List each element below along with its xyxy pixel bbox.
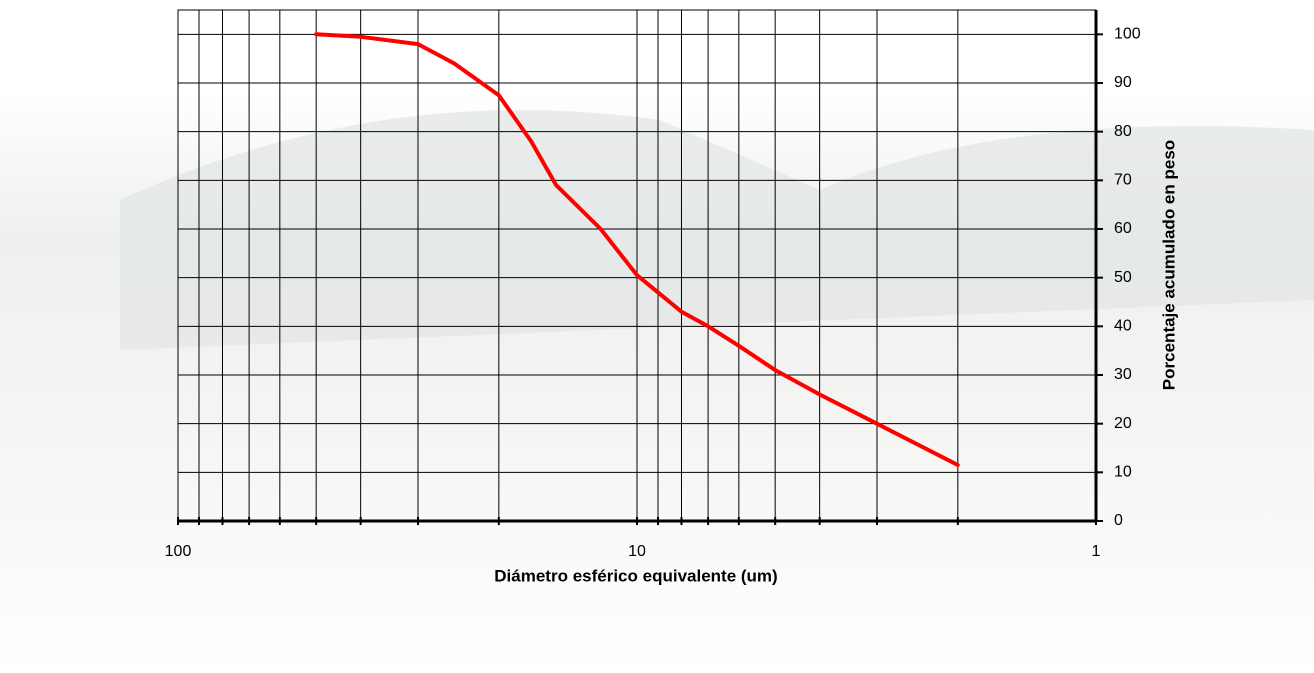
plot — [314, 32, 960, 467]
y-tick-label: 60 — [1114, 220, 1132, 237]
y-tick-label: 10 — [1114, 464, 1132, 481]
y-tick-label: 20 — [1114, 415, 1132, 432]
y-axis-title: Porcentaje acumulado en peso — [1159, 140, 1178, 390]
x-tick-label: 100 — [165, 543, 192, 560]
x-tick-label: 10 — [628, 543, 646, 560]
x-axis-title: Diámetro esférico equivalente (um) — [494, 566, 777, 585]
y-tick-label: 70 — [1114, 172, 1132, 189]
y-tick-label: 50 — [1114, 269, 1132, 286]
y-tick-label: 30 — [1114, 366, 1132, 383]
y-tick-label: 90 — [1114, 74, 1132, 91]
y-tick-label: 100 — [1114, 26, 1141, 43]
y-tick-label: 40 — [1114, 318, 1132, 335]
y-tick-label: 80 — [1114, 123, 1132, 140]
grid: 0 10 20 30 40 50 60 70 80 90 100 100 10 1 — [165, 9, 1141, 560]
data-line — [314, 32, 960, 467]
x-tick-label: 1 — [1092, 543, 1101, 560]
y-tick-label: 0 — [1114, 512, 1123, 529]
